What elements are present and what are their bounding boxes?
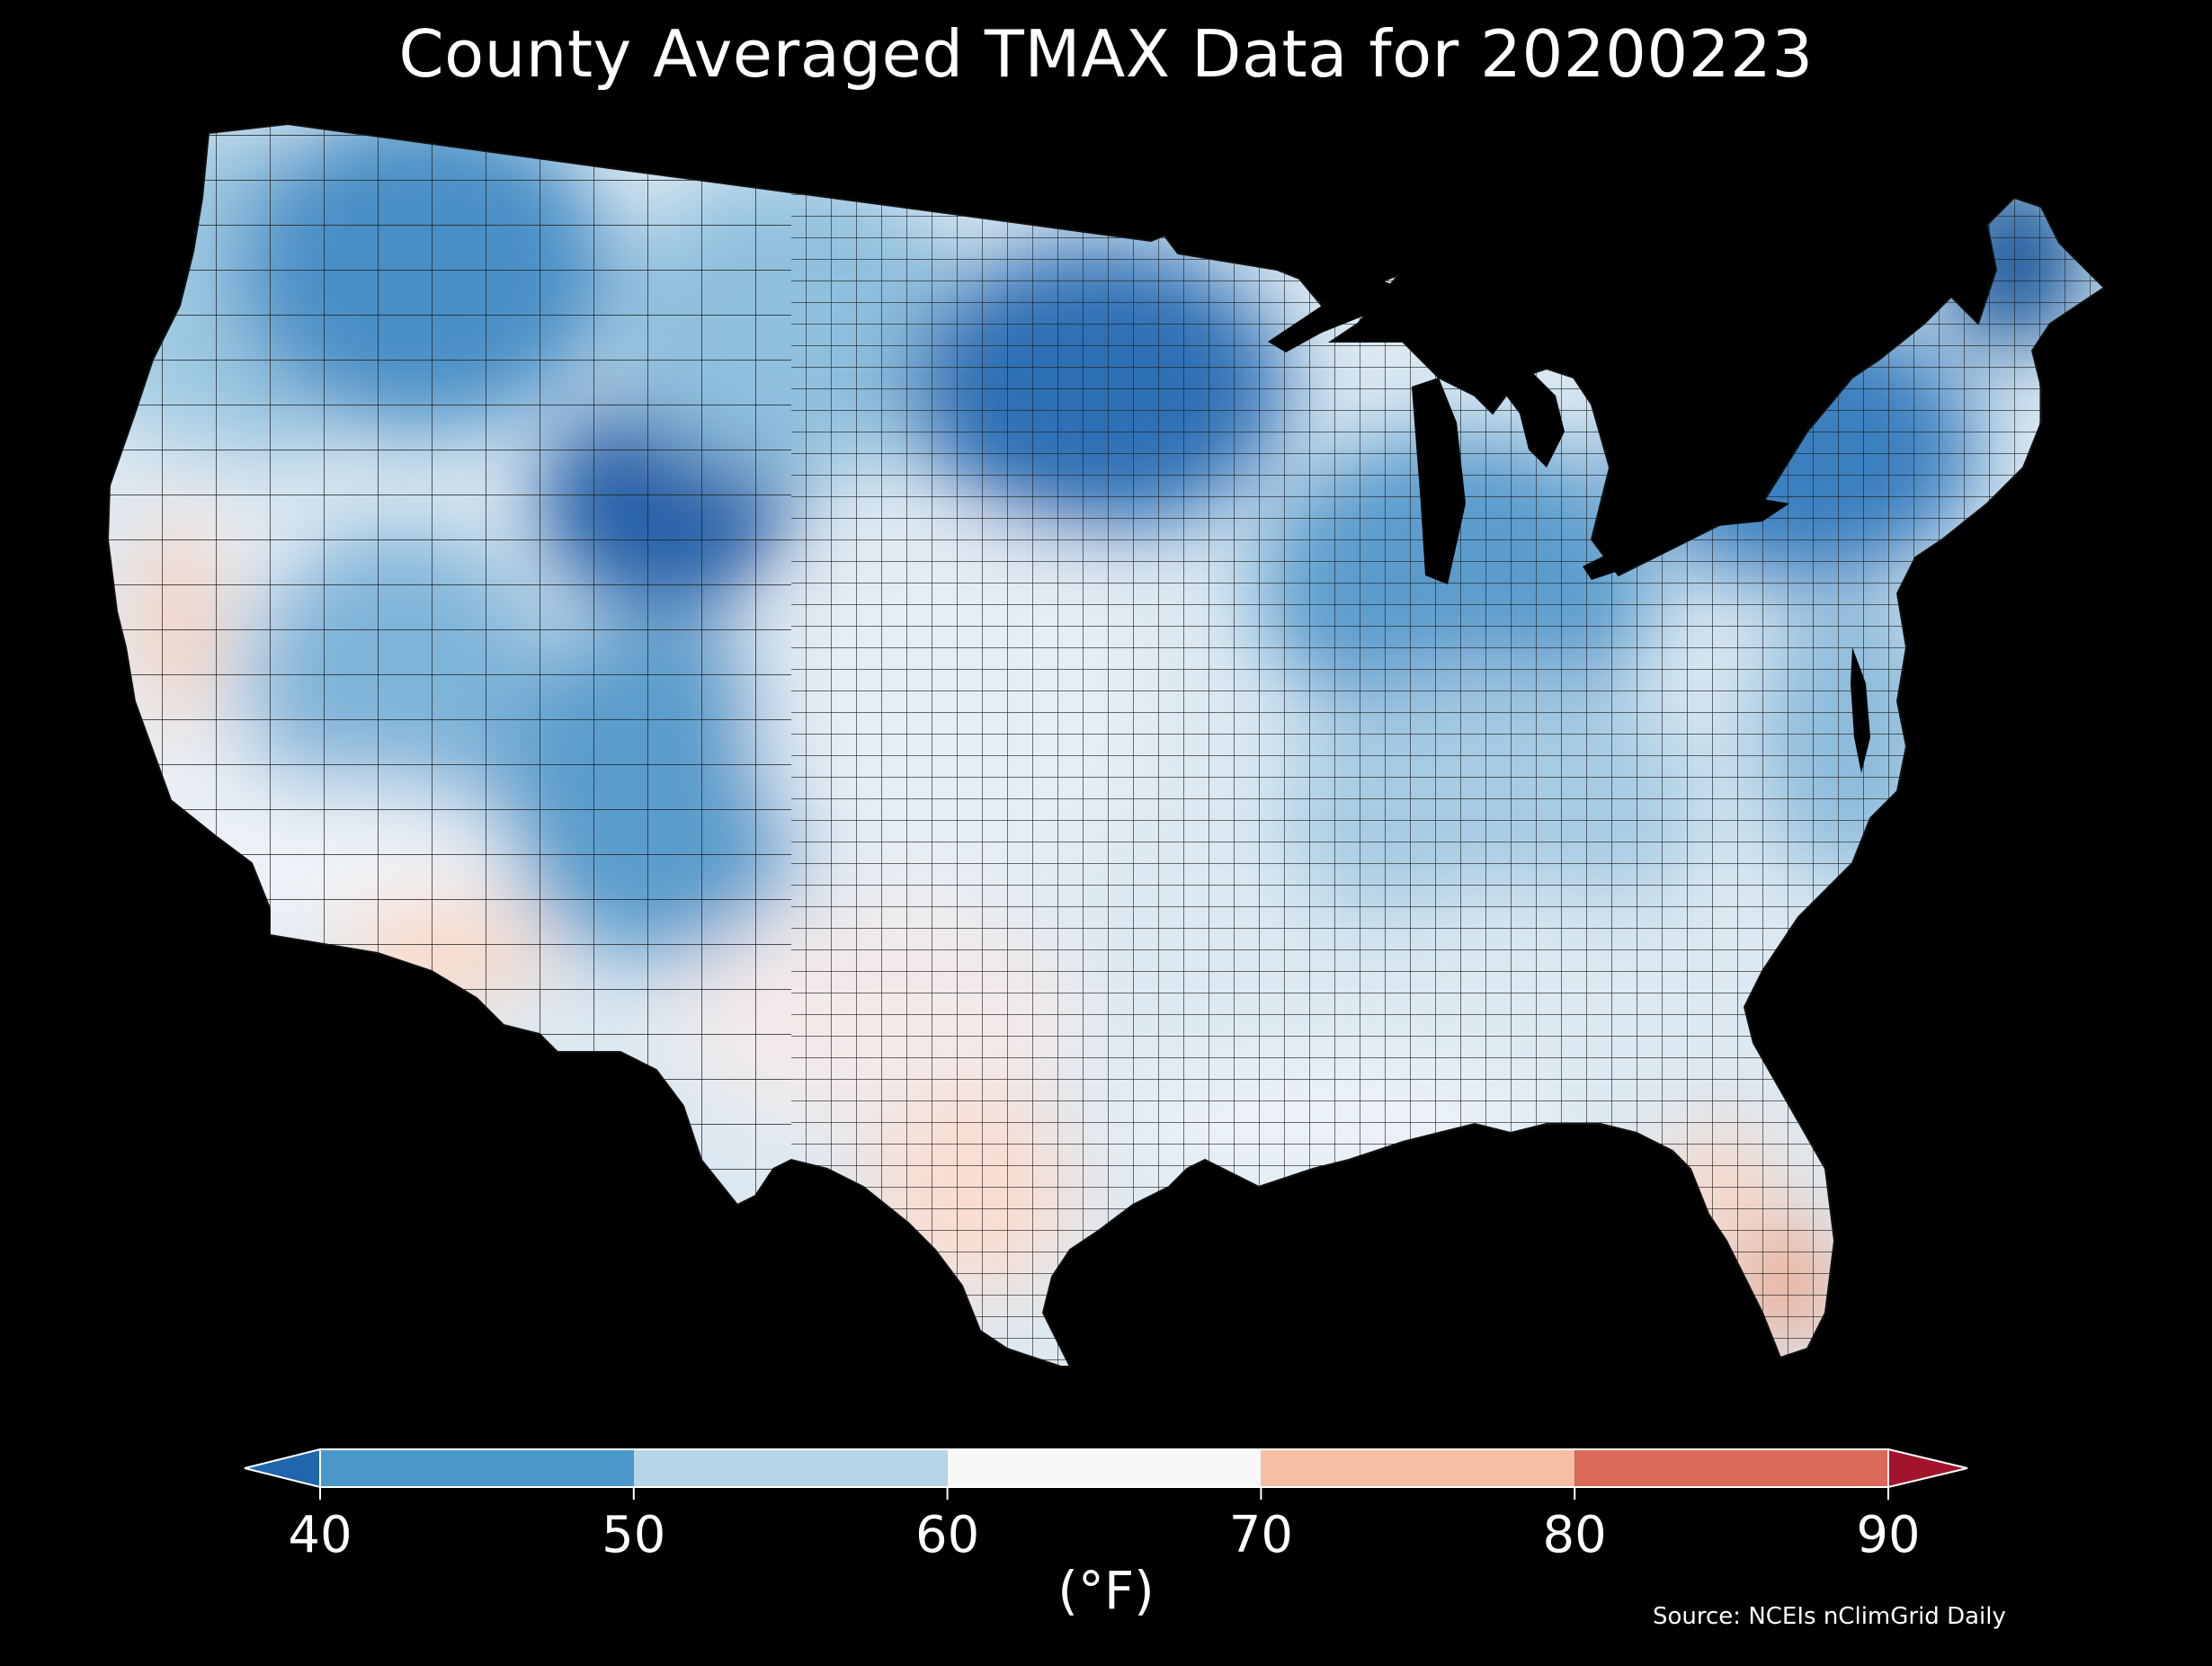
lake-michigan (1412, 378, 1466, 584)
lake-huron (1493, 369, 1565, 468)
colorbar-under-arrow (244, 1448, 321, 1489)
colorbar-tick-label: 60 (914, 1506, 980, 1564)
lake-superior (1268, 279, 1403, 352)
colorbar-tick-label: 70 (1228, 1506, 1294, 1564)
page-title: County Averaged TMAX Data for 20200223 (398, 16, 1814, 92)
colorbar-bin-50-60 (633, 1449, 948, 1487)
colorbar-unit-label: (°F) (1057, 1560, 1155, 1621)
colorbar-tick-label: 50 (602, 1506, 666, 1564)
chesapeake-bay (1851, 647, 1870, 773)
colorbar-over-arrow (1887, 1448, 1968, 1489)
colorbar-tick-label: 80 (1542, 1506, 1607, 1564)
lake-erie (1583, 521, 1699, 580)
colorbar-bin-40-50 (320, 1449, 634, 1487)
us-county-map (107, 123, 2105, 1368)
lake-ontario (1708, 499, 1789, 526)
colorbar-bin-80-90 (1574, 1449, 1888, 1487)
colorbar-tick-label: 90 (1856, 1506, 1921, 1564)
colorbar-bin-60-70 (947, 1449, 1262, 1487)
colorbar-tick-label: 40 (288, 1506, 352, 1564)
source-credit: Source: NCEIs nClimGrid Daily (1653, 1603, 2006, 1630)
colorbar-bin-70-80 (1261, 1449, 1575, 1487)
